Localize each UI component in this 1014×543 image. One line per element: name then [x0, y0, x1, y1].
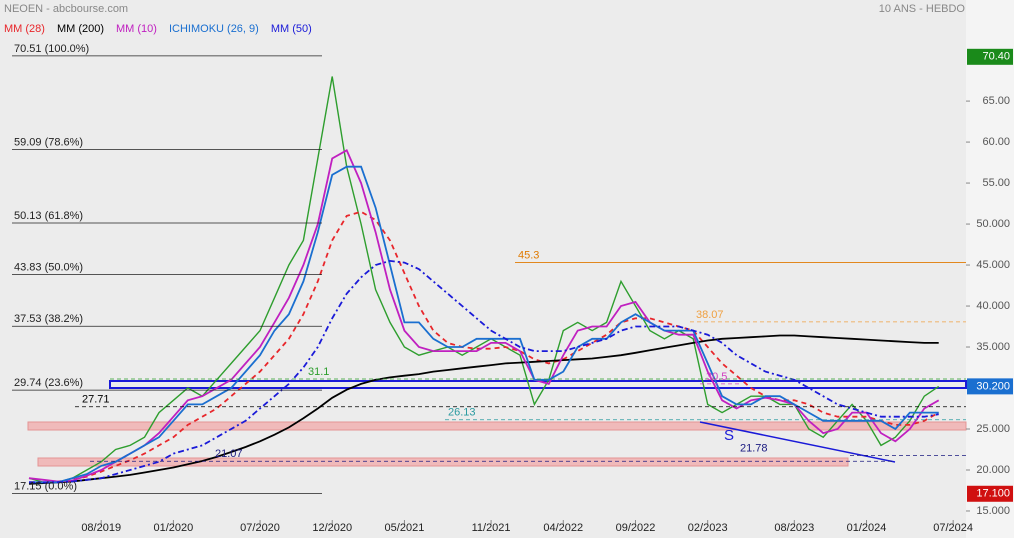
- series-line: [29, 165, 939, 484]
- level-label: 45.3: [518, 249, 539, 261]
- x-tick-label: 12/2020: [312, 522, 352, 534]
- x-tick-label: 11/2021: [472, 522, 511, 534]
- legend-entry: MM (200): [57, 23, 104, 35]
- legend-entry: ICHIMOKU (26, 9): [169, 23, 259, 35]
- price-box: [967, 485, 1013, 502]
- y-tick-label: 50.000: [976, 218, 1010, 230]
- x-tick-label: 07/2024: [933, 522, 973, 534]
- x-tick-label: 01/2024: [847, 522, 887, 534]
- y-tick-label: 65.00: [982, 95, 1010, 107]
- level-label: 27.71: [82, 394, 110, 406]
- axis-background: [966, 0, 1014, 538]
- x-tick-label: 04/2022: [543, 522, 583, 534]
- y-tick-label: 55.00: [982, 177, 1010, 189]
- fib-label: 37.53 (38.2%): [14, 313, 83, 325]
- x-tick-label: 01/2020: [154, 522, 194, 534]
- y-tick-label: 15.000: [976, 505, 1010, 517]
- y-tick-label: 35.000: [976, 341, 1010, 353]
- support-zone: [27, 421, 967, 431]
- price-box: [967, 378, 1013, 395]
- fib-label: 43.83 (50.0%): [14, 262, 83, 274]
- support-zone: [37, 457, 849, 467]
- price-box-label: 30.200: [976, 380, 1010, 392]
- series-line: [28, 149, 940, 483]
- y-tick-label: 45.000: [976, 259, 1010, 271]
- fib-label: 17.15 (0.0%): [14, 480, 77, 492]
- level-label: 31.1: [308, 366, 329, 378]
- chart-title: NEOEN - abcbourse.com: [4, 3, 128, 15]
- x-tick-label: 05/2021: [385, 522, 425, 534]
- price-box-label: 70.40: [982, 51, 1010, 63]
- plot: [28, 76, 940, 485]
- pattern-label: S: [724, 427, 734, 444]
- chart-subtitle: 10 ANS - HEBDO: [879, 3, 966, 15]
- x-tick-label: 02/2023: [688, 522, 728, 534]
- y-tick-label: 25.000: [976, 423, 1010, 435]
- legend-entry: MM (28): [4, 23, 45, 35]
- price-box-label: 17.100: [976, 488, 1010, 500]
- y-tick-label: 40.000: [976, 300, 1010, 312]
- legend-entry: MM (50): [271, 23, 312, 35]
- series-line: [28, 334, 939, 485]
- fib-label: 50.13 (61.8%): [14, 210, 83, 222]
- level-label: 21.78: [740, 442, 768, 454]
- fib-label: 70.51 (100.0%): [14, 43, 89, 55]
- fib-label: 59.09 (78.6%): [14, 136, 83, 148]
- price-line: [28, 76, 940, 483]
- y-tick-label: 20.000: [976, 464, 1010, 476]
- y-tick-label: 60.00: [982, 136, 1010, 148]
- fib-label: 29.74 (23.6%): [14, 377, 83, 389]
- level-label: 38.07: [696, 309, 724, 321]
- price-box: [967, 48, 1013, 65]
- legend-entry: MM (10): [116, 23, 157, 35]
- x-tick-label: 08/2019: [81, 522, 121, 534]
- level-label: 30.5: [706, 371, 727, 383]
- level-label: 26.13: [448, 407, 476, 419]
- level-label: 21.07: [215, 448, 243, 460]
- x-tick-label: 07/2020: [240, 522, 280, 534]
- trend-line: [699, 421, 896, 463]
- series-line: [29, 259, 939, 484]
- x-tick-label: 09/2022: [616, 522, 656, 534]
- x-tick-label: 08/2023: [774, 522, 814, 534]
